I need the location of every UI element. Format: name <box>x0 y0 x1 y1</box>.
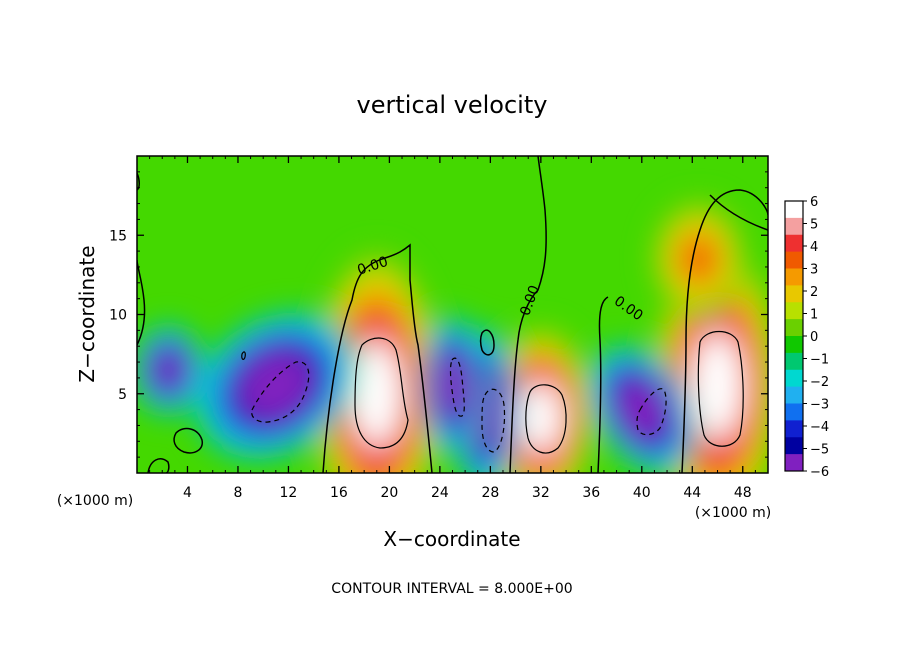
x-tick-label: 4 <box>183 485 192 501</box>
colorbar-tick-label: 4 <box>810 240 818 255</box>
colorbar-band <box>785 437 803 455</box>
colorbar: 6 5 4 3 2 1 0 −1 −2 −3 −4 −5 −6 <box>784 195 829 480</box>
white-core-outline <box>241 351 246 360</box>
colorbar-band <box>785 369 803 388</box>
colorbar-tick-label: 3 <box>810 263 818 278</box>
velocity-cell-band <box>364 372 389 416</box>
x-axis-ticks: 4 8 12 16 20 24 28 32 36 40 44 48 <box>149 156 756 501</box>
colorbar-tick-label: 6 <box>810 195 818 210</box>
colorbar-tick-label: 1 <box>810 308 818 323</box>
colorbar-band <box>785 217 803 236</box>
colorbar-band <box>785 352 803 371</box>
x-tick-label: 44 <box>683 485 701 501</box>
y-tick-label: 15 <box>109 228 127 244</box>
plot-area: 0.00 0.00 0.00 4 8 12 16 20 24 28 32 36 40 44 48 51… <box>109 155 769 501</box>
x-tick-label: 12 <box>280 485 298 501</box>
colorbar-band <box>785 302 803 320</box>
colorbar-band <box>785 403 803 421</box>
x-tick-label: 24 <box>431 485 449 501</box>
negative-contour <box>481 388 506 453</box>
x-tick-label: 28 <box>481 485 499 501</box>
velocity-cell-band <box>158 357 179 383</box>
x-tick-label: 48 <box>734 485 752 501</box>
colorbar-band <box>785 285 803 303</box>
zero-contour-line <box>147 458 170 473</box>
velocity-cell-band <box>529 401 552 434</box>
colorbar-band <box>785 268 803 286</box>
colorbar-band <box>785 319 803 337</box>
y-axis-ticks: 5 10 15 <box>109 171 768 458</box>
x-unit-label-left: (×1000 m) <box>57 493 133 509</box>
negative-contour <box>449 357 465 417</box>
x-tick-label: 8 <box>233 485 242 501</box>
colorbar-tick-label: −4 <box>810 420 829 435</box>
negative-contour <box>251 361 310 423</box>
colorbar-tick-label: −3 <box>810 398 829 413</box>
white-core-outline <box>525 384 567 454</box>
zero-contours <box>137 156 768 473</box>
colorbar-band <box>785 201 803 219</box>
negative-contour <box>636 388 667 436</box>
white-core-outline <box>697 330 744 447</box>
y-axis-title: Z−coordinate <box>75 245 99 382</box>
colorbar-tick-label: −6 <box>810 465 829 480</box>
colorbar-tick-label: −5 <box>810 443 829 458</box>
y-tick-label: 5 <box>118 387 127 403</box>
colorbar-tick-label: −1 <box>810 353 829 368</box>
velocity-cell-band <box>684 240 713 278</box>
colorbar-band <box>785 251 803 269</box>
colorbar-tick-label: 0 <box>810 330 818 345</box>
zero-contour-line <box>681 189 768 473</box>
x-tick-label: 16 <box>330 485 348 501</box>
colorbar-band <box>785 386 803 404</box>
zero-contour-line <box>509 156 547 473</box>
white-core-outline <box>354 337 409 449</box>
x-tick-label: 20 <box>380 485 398 501</box>
colorbar-band <box>785 454 803 472</box>
velocity-cell-band <box>705 364 730 408</box>
x-axis-title: X−coordinate <box>383 527 520 551</box>
colorbar-tick-label: −2 <box>810 375 829 390</box>
x-tick-label: 40 <box>633 485 651 501</box>
y-tick-label: 10 <box>109 308 127 324</box>
zero-contour-line <box>709 194 768 231</box>
zero-contour-line <box>173 427 203 454</box>
contour-interval-note: CONTOUR INTERVAL = 8.000E+00 <box>331 581 572 597</box>
colorbar-band <box>785 336 803 354</box>
colorbar-band <box>785 234 803 253</box>
chart-title: vertical velocity <box>357 91 548 119</box>
velocity-cell-band <box>443 371 462 401</box>
colorbar-tick-label: 5 <box>810 218 818 233</box>
x-tick-label: 36 <box>582 485 600 501</box>
colorbar-tick-label: 2 <box>810 285 818 300</box>
colorbar-band <box>785 420 803 438</box>
x-tick-label: 32 <box>532 485 550 501</box>
zero-contour-line <box>597 296 609 473</box>
zero-contour-line <box>479 329 495 356</box>
zero-contour-line <box>322 243 433 473</box>
x-unit-label-right: (×1000 m) <box>695 505 771 521</box>
velocity-cell-band <box>630 396 654 423</box>
velocity-cell-band <box>261 371 291 400</box>
